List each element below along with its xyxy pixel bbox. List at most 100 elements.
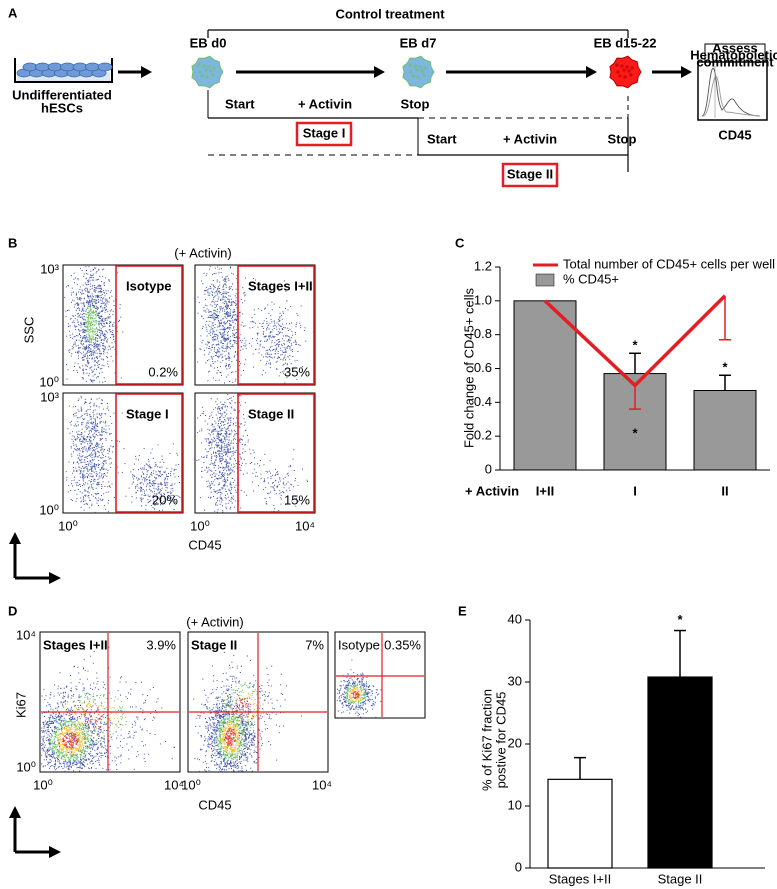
- dot: [91, 318, 93, 320]
- dot: [95, 471, 97, 473]
- dot: [89, 348, 91, 350]
- dot: [104, 298, 106, 300]
- dot: [145, 479, 147, 481]
- dot: [85, 325, 87, 327]
- dot: [243, 292, 245, 294]
- dot: [92, 421, 94, 423]
- dot: [67, 728, 69, 730]
- dot: [59, 740, 61, 742]
- dot: [83, 687, 85, 689]
- dot: [87, 340, 89, 342]
- dot: [49, 758, 51, 760]
- dot: [221, 440, 223, 442]
- dot: [84, 484, 86, 486]
- dot: [243, 370, 245, 371]
- dot: [231, 272, 233, 274]
- dot: [148, 482, 150, 484]
- dot: [59, 719, 61, 721]
- dot: [218, 432, 219, 434]
- dot: [178, 495, 180, 497]
- arrow-head: [374, 66, 385, 78]
- dot: [219, 419, 221, 421]
- dot: [210, 315, 212, 316]
- dot: [109, 326, 111, 328]
- dot: [82, 485, 84, 486]
- dot: [140, 475, 142, 477]
- dot: [80, 760, 82, 762]
- dot: [69, 325, 71, 327]
- dot: [218, 296, 220, 298]
- dot: [77, 409, 79, 411]
- dot: [66, 754, 68, 756]
- dot: [279, 478, 281, 480]
- dot: [99, 336, 101, 338]
- dot: [88, 507, 90, 509]
- dot: [83, 337, 85, 339]
- dot: [148, 461, 150, 463]
- dot: [212, 284, 214, 286]
- dot: [53, 750, 55, 752]
- dot: [225, 366, 227, 368]
- dot: [145, 494, 147, 496]
- dot: [82, 757, 84, 759]
- dot: [91, 476, 93, 477]
- dot: [231, 304, 233, 306]
- dot: [214, 455, 216, 457]
- dot: [240, 469, 242, 471]
- dot: [47, 730, 49, 732]
- dot: [85, 725, 87, 727]
- dot: [269, 335, 271, 337]
- dot: [230, 327, 232, 329]
- dot: [266, 503, 268, 505]
- dot: [93, 350, 95, 352]
- dot: [91, 466, 93, 468]
- dot: [278, 323, 280, 325]
- dot: [90, 437, 92, 439]
- dot: [100, 341, 102, 343]
- dot: [158, 510, 160, 512]
- dot: [88, 313, 90, 315]
- dot: [101, 345, 103, 347]
- dot: [280, 503, 282, 505]
- dot: [220, 361, 222, 363]
- dot: [74, 325, 76, 327]
- dot: [283, 478, 284, 480]
- dot: [220, 322, 222, 324]
- dot: [216, 435, 218, 437]
- dot: [70, 755, 72, 757]
- dot: [78, 304, 79, 306]
- dot: [236, 307, 238, 309]
- dot: [209, 482, 211, 484]
- dot: [144, 479, 146, 481]
- dot: [267, 477, 269, 479]
- dot: [218, 315, 220, 316]
- dot: [231, 400, 233, 402]
- dot: [71, 732, 73, 734]
- dot: [227, 474, 229, 476]
- dot: [109, 434, 111, 436]
- dot: [67, 757, 69, 759]
- dot: [92, 312, 94, 314]
- dot: [72, 764, 74, 766]
- dot: [101, 427, 103, 429]
- dot: [98, 484, 100, 486]
- dot: [221, 276, 223, 278]
- dot: [77, 278, 79, 280]
- dot: [87, 726, 89, 728]
- dot: [92, 317, 94, 319]
- dot: [106, 730, 108, 731]
- dot: [279, 480, 281, 482]
- dot: [84, 766, 86, 768]
- dot: [225, 312, 227, 314]
- dot: [215, 314, 217, 316]
- dot: [89, 280, 91, 282]
- dot: [91, 352, 93, 354]
- dot: [69, 733, 71, 735]
- dot: [107, 360, 109, 362]
- dot: [98, 324, 100, 326]
- dot: [71, 743, 73, 745]
- dot: [278, 341, 280, 343]
- dot: [119, 307, 121, 309]
- dot: [138, 487, 140, 489]
- dot: [277, 357, 279, 359]
